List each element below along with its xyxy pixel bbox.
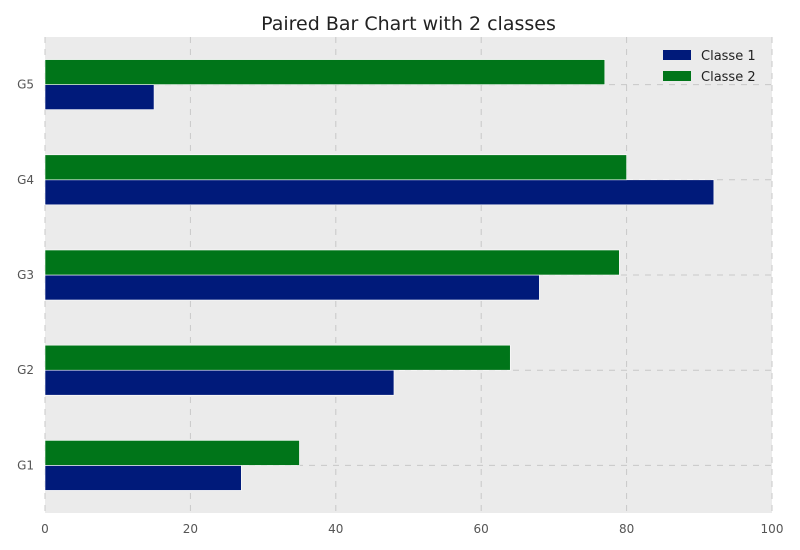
y-axis: G1 G2 G3 G4 G5 bbox=[17, 78, 34, 473]
y-tick-label-G4: G4 bbox=[17, 173, 34, 187]
x-tick-label-80: 80 bbox=[619, 522, 634, 536]
bar-classe-2-g3 bbox=[44, 249, 620, 276]
x-tick-label-20: 20 bbox=[183, 522, 198, 536]
x-tick-label-60: 60 bbox=[474, 522, 489, 536]
bar-classe-2-g2 bbox=[44, 344, 511, 371]
bar-classe-2-g5 bbox=[44, 59, 606, 85]
bar-classe-1-g1 bbox=[44, 465, 242, 491]
bars-layer bbox=[44, 59, 715, 491]
legend: Classe 1 Classe 2 bbox=[663, 49, 756, 85]
y-tick-label-G5: G5 bbox=[17, 78, 34, 92]
y-tick-label-G2: G2 bbox=[17, 363, 34, 377]
y-tick-label-G1: G1 bbox=[17, 458, 34, 472]
bar-classe-1-g3 bbox=[44, 274, 540, 301]
bar-classe-1-g2 bbox=[44, 369, 395, 396]
legend-label-classe-2: Classe 2 bbox=[701, 70, 756, 85]
legend-label-classe-1: Classe 1 bbox=[701, 49, 756, 64]
bar-classe-2-g4 bbox=[44, 154, 627, 181]
bar-classe-1-g4 bbox=[44, 179, 715, 206]
x-axis: 0 20 40 60 80 100 bbox=[41, 522, 783, 536]
x-tick-label-100: 100 bbox=[761, 522, 784, 536]
legend-swatch-classe-2 bbox=[663, 71, 691, 81]
legend-swatch-classe-1 bbox=[663, 50, 691, 60]
y-tick-label-G3: G3 bbox=[17, 268, 34, 282]
x-tick-label-40: 40 bbox=[328, 522, 343, 536]
chart-title: Paired Bar Chart with 2 classes bbox=[261, 13, 556, 35]
bar-classe-2-g1 bbox=[44, 440, 300, 466]
bar-classe-1-g5 bbox=[44, 84, 155, 110]
x-tick-label-0: 0 bbox=[41, 522, 49, 536]
